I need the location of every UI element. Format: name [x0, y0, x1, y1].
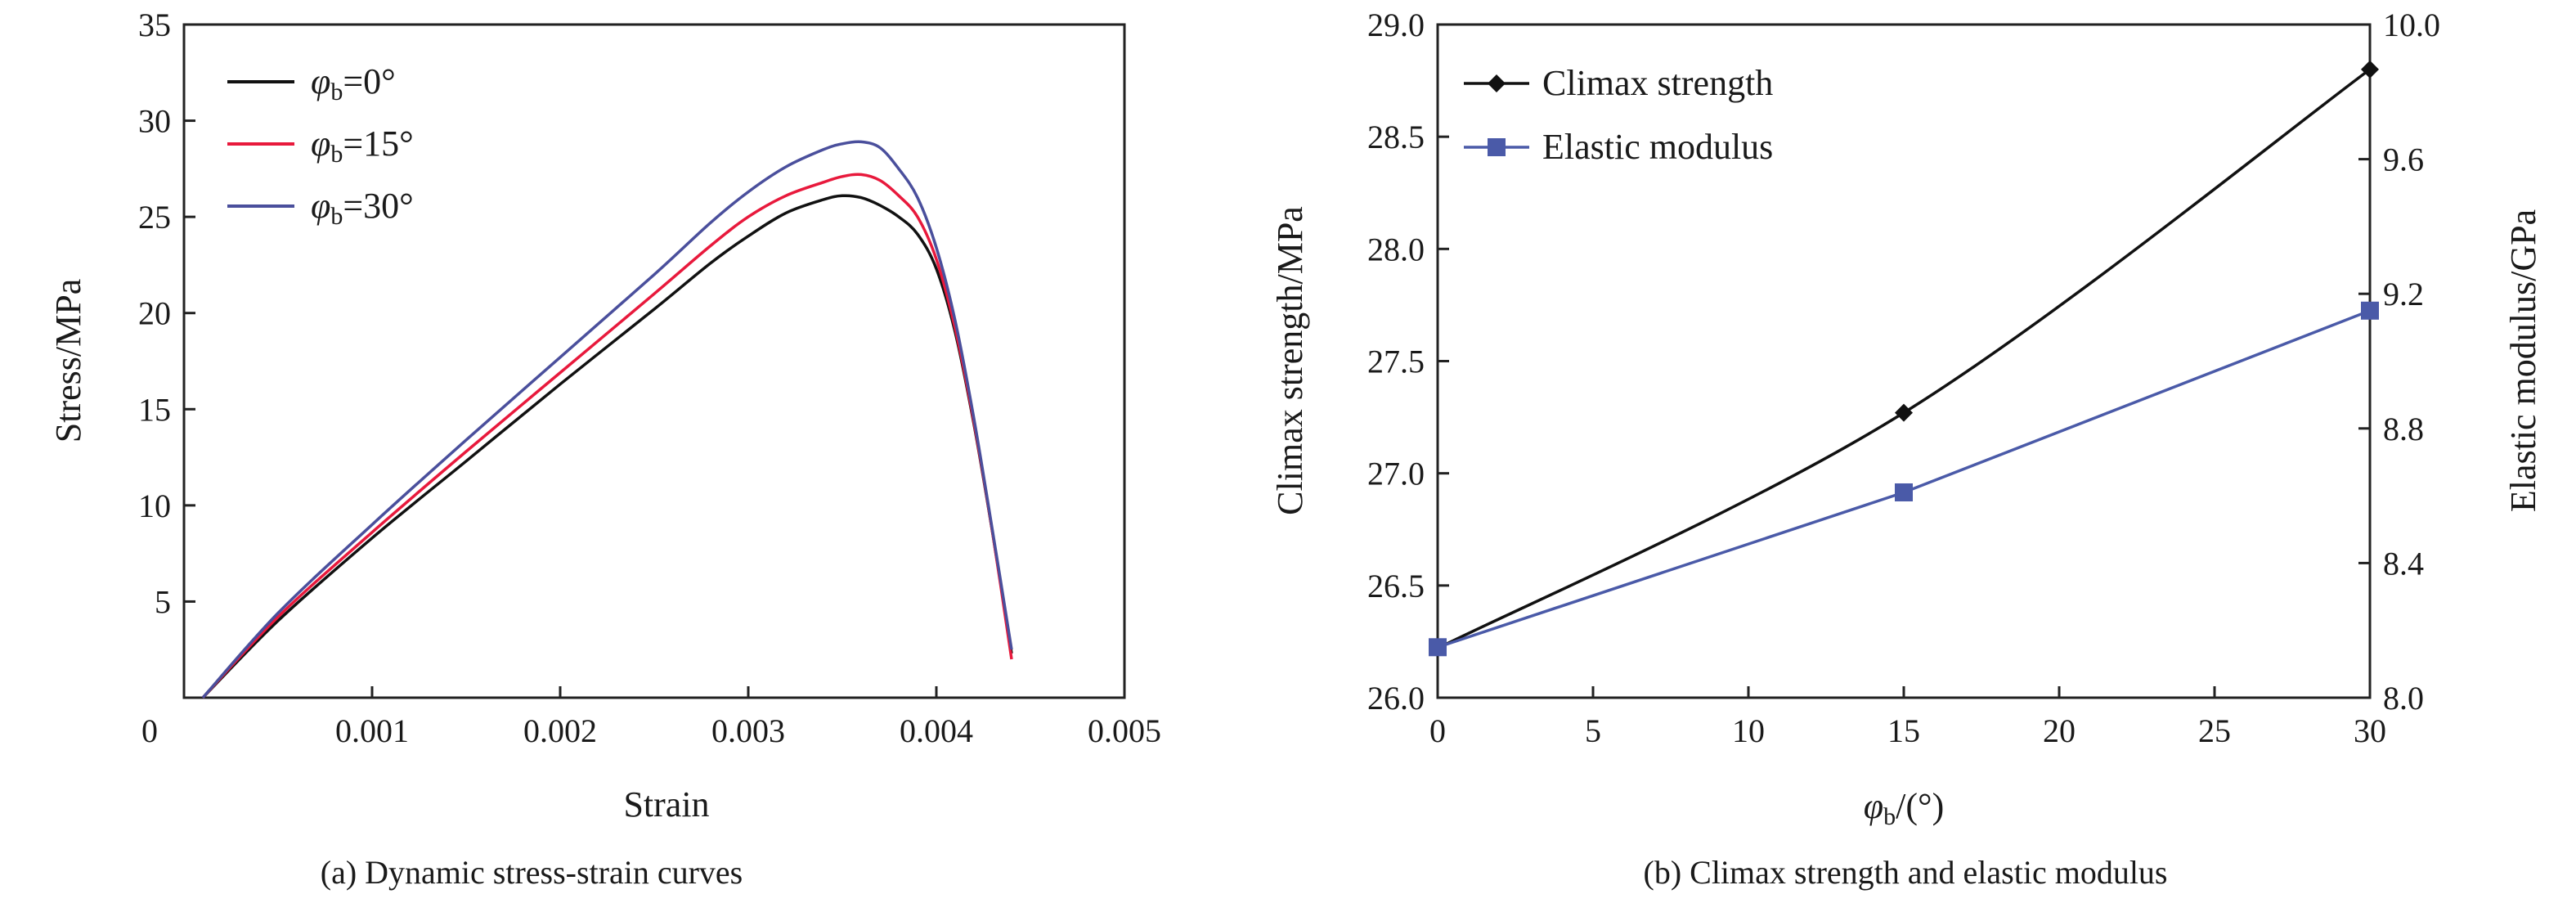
legend-label: φb=0° — [311, 61, 396, 106]
x-axis-label: Strain — [623, 784, 709, 824]
strength-modulus-chart: 0 5 10 15 20 25 30 26.0 26.5 27.0 27.5 28.0 28.5 29.0… — [1270, 7, 2543, 891]
y-axis-label-right: Elastic modulus/GPa — [2503, 209, 2543, 512]
series-line-1 — [201, 173, 1013, 699]
y-tick-label: 20 — [138, 295, 171, 332]
legend-marker — [1488, 138, 1506, 156]
x-tick-label: 15 — [1887, 712, 1920, 749]
x-tick-label: 0.005 — [1088, 712, 1161, 749]
y-right-tick-label: 8.8 — [2383, 411, 2424, 447]
x-axis-label: φb/(°) — [1864, 786, 1944, 830]
y-right-tick-label: 9.6 — [2383, 142, 2424, 178]
y-right-tick-label: 10.0 — [2383, 7, 2440, 43]
x-tick-label: 0 — [141, 712, 158, 749]
series-lines — [1429, 60, 2379, 658]
tick-group: 0 5 10 15 20 25 30 26.0 26.5 27.0 27.5 28.0 28.5 29.0… — [1367, 7, 2440, 749]
y-tick-label: 15 — [138, 391, 171, 428]
caption: (b) Climax strength and elastic modulus — [1644, 854, 2168, 891]
x-tick-label: 0.002 — [523, 712, 597, 749]
data-point-square — [1895, 483, 1913, 501]
x-tick-label: 30 — [2354, 712, 2386, 749]
legend-label: Elastic modulus — [1542, 127, 1773, 167]
y-tick-label: 35 — [138, 7, 171, 43]
x-tick-label: 0.001 — [335, 712, 409, 749]
y-tick-label: 27.0 — [1367, 456, 1425, 492]
data-point-square — [1429, 638, 1447, 657]
y-right-tick-label: 8.0 — [2383, 680, 2424, 717]
series-line-1 — [1437, 309, 2371, 649]
legend-marker — [1488, 74, 1506, 92]
plot-frame — [1436, 23, 2372, 699]
y-tick-label: 29.0 — [1367, 7, 1425, 43]
series-line-2 — [201, 140, 1013, 699]
y-tick-label: 5 — [155, 583, 171, 620]
y-right-tick-label: 8.4 — [2383, 545, 2424, 582]
series-line-0 — [201, 194, 1013, 699]
y-tick-label: 28.0 — [1367, 231, 1425, 267]
y-axis-label: Stress/MPa — [48, 279, 88, 443]
y-right-tick-label: 9.2 — [2383, 276, 2424, 312]
legend: φb=0° φb=15° φb=30° — [227, 61, 414, 230]
x-tick-label: 5 — [1585, 712, 1601, 749]
y-tick-label: 30 — [138, 103, 171, 140]
data-point-square — [2361, 301, 2379, 320]
y-tick-label: 27.5 — [1367, 344, 1425, 380]
x-tick-label: 10 — [1732, 712, 1765, 749]
y-tick-label: 26.5 — [1367, 568, 1425, 604]
y-tick-label: 26.0 — [1367, 680, 1425, 717]
y-tick-label: 25 — [138, 199, 171, 236]
legend: Climax strength Elastic modulus — [1464, 63, 1773, 167]
legend-label: Climax strength — [1542, 63, 1773, 103]
x-tick-label: 0 — [1429, 712, 1446, 749]
legend-label: φb=15° — [311, 124, 414, 168]
y-axis-label-left: Climax strength/MPa — [1270, 206, 1310, 515]
x-tick-label: 20 — [2043, 712, 2076, 749]
series-lines — [201, 140, 1013, 699]
x-tick-label: 25 — [2198, 712, 2231, 749]
plot-frame — [182, 23, 1126, 699]
x-tick-label: 0.003 — [711, 712, 785, 749]
stress-strain-chart: 0 0.001 0.002 0.003 0.004 0.0055101520253035 … — [48, 7, 1161, 891]
x-tick-label: 0.004 — [900, 712, 973, 749]
caption: (a) Dynamic stress-strain curves — [321, 854, 743, 891]
legend-label: φb=30° — [311, 186, 414, 230]
data-point-diamond — [2361, 60, 2379, 79]
tick-group: 0 0.001 0.002 0.003 0.004 0.005 5 10 15 20 25 30 35 — [138, 7, 1161, 749]
data-point-diamond — [1895, 403, 1913, 422]
y-tick-label: 28.5 — [1367, 119, 1425, 155]
y-tick-label: 10 — [138, 487, 171, 524]
